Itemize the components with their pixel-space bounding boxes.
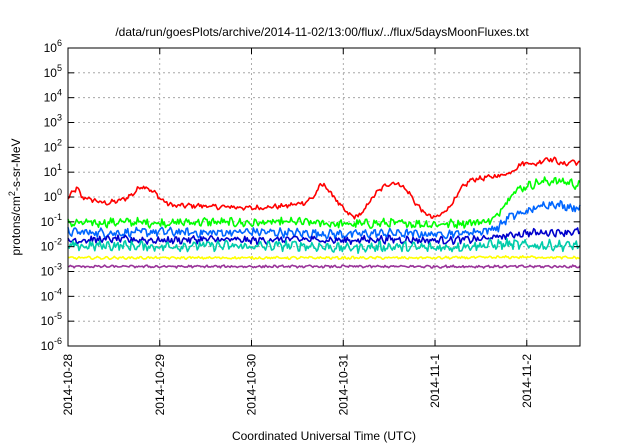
y-tick-label: 10-5	[41, 311, 62, 328]
y-tick-label: 106	[44, 38, 62, 55]
x-tick-label: 2014-10-29	[153, 354, 167, 416]
x-tick-label: 2014-10-30	[245, 354, 259, 416]
series-line-2	[67, 200, 581, 240]
x-tick-label: 2014-10-28	[61, 354, 75, 416]
data-series	[67, 156, 581, 269]
y-tick-label: 10-2	[41, 237, 62, 254]
y-tick-label: 105	[44, 63, 62, 80]
y-tick-label: 10-4	[41, 286, 62, 303]
y-tick-label: 104	[44, 88, 62, 105]
y-axis: 10-6 10-5 10-4 10-3 10-2 10-1 100 101 102 103 104 1…	[41, 38, 580, 353]
y-tick-label: 10-1	[41, 212, 62, 229]
x-axis: 2014-10-28 2014-10-29 2014-10-30 2014-10-31…	[61, 48, 534, 415]
grid-lines	[68, 48, 580, 346]
x-tick-label: 2014-11-2	[520, 354, 534, 408]
x-tick-label: 2014-10-31	[336, 354, 350, 416]
y-tick-label: 103	[44, 113, 62, 130]
series-line-0	[67, 156, 581, 220]
chart-title: /data/run/goesPlots/archive/2014-11-02/1…	[115, 25, 529, 39]
series-line-5	[67, 255, 581, 260]
series-line-3	[67, 227, 581, 246]
y-axis-label: protons/cm2-s-sr-MeV	[7, 138, 23, 255]
y-tick-label: 10-3	[41, 262, 62, 279]
series-line-1	[67, 176, 581, 229]
y-tick-label: 102	[44, 137, 62, 154]
series-line-6	[67, 264, 581, 269]
series-line-4	[67, 237, 581, 254]
y-tick-label: 100	[44, 187, 62, 204]
y-tick-label: 10-6	[41, 336, 62, 353]
x-axis-label: Coordinated Universal Time (UTC)	[232, 429, 416, 443]
y-tick-label: 101	[44, 162, 62, 179]
x-tick-label: 2014-11-1	[428, 354, 442, 408]
